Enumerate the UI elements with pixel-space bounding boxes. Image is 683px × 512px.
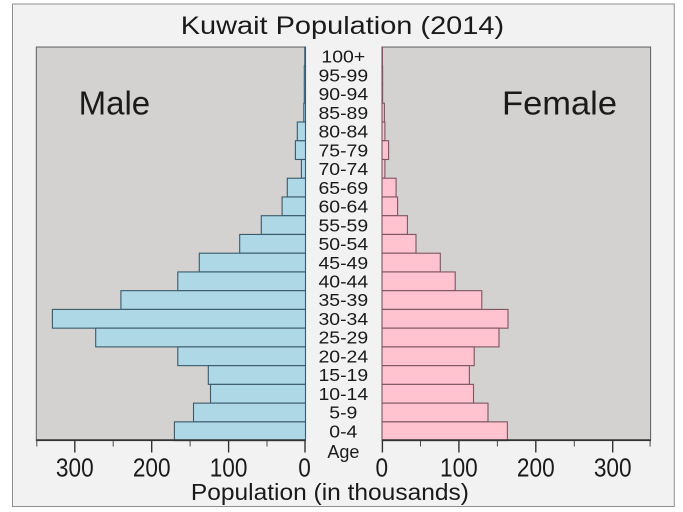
svg-text:30-34: 30-34 <box>318 309 368 329</box>
svg-text:0: 0 <box>298 454 311 483</box>
svg-text:80-84: 80-84 <box>318 122 368 142</box>
svg-text:10-14: 10-14 <box>318 384 368 404</box>
svg-text:40-44: 40-44 <box>318 272 368 292</box>
svg-text:35-39: 35-39 <box>318 290 368 310</box>
svg-text:70-74: 70-74 <box>318 159 368 179</box>
svg-text:55-59: 55-59 <box>318 215 368 235</box>
svg-text:100: 100 <box>440 454 478 483</box>
svg-text:200: 200 <box>517 454 555 483</box>
svg-text:100+: 100+ <box>321 47 365 67</box>
svg-text:95-99: 95-99 <box>318 65 368 85</box>
svg-text:15-19: 15-19 <box>318 365 368 385</box>
svg-text:Age: Age <box>327 442 359 462</box>
svg-text:Male: Male <box>79 85 151 122</box>
svg-text:75-79: 75-79 <box>318 140 368 160</box>
svg-text:45-49: 45-49 <box>318 253 368 273</box>
svg-text:0-4: 0-4 <box>329 421 357 441</box>
svg-text:5-9: 5-9 <box>329 403 357 423</box>
svg-text:50-54: 50-54 <box>318 234 368 254</box>
svg-text:25-29: 25-29 <box>318 328 368 348</box>
svg-text:300: 300 <box>56 454 94 483</box>
svg-text:85-89: 85-89 <box>318 103 368 123</box>
svg-text:300: 300 <box>594 454 632 483</box>
svg-text:65-69: 65-69 <box>318 178 368 198</box>
svg-text:90-94: 90-94 <box>318 84 368 104</box>
svg-text:Kuwait Population (2014): Kuwait Population (2014) <box>181 11 504 40</box>
svg-text:60-64: 60-64 <box>318 197 368 217</box>
svg-text:Female: Female <box>502 85 617 122</box>
svg-text:100: 100 <box>210 454 248 483</box>
svg-text:Population (in thousands): Population (in thousands) <box>191 480 469 506</box>
svg-text:20-24: 20-24 <box>318 347 368 367</box>
svg-text:0: 0 <box>376 454 389 483</box>
svg-text:200: 200 <box>133 454 171 483</box>
